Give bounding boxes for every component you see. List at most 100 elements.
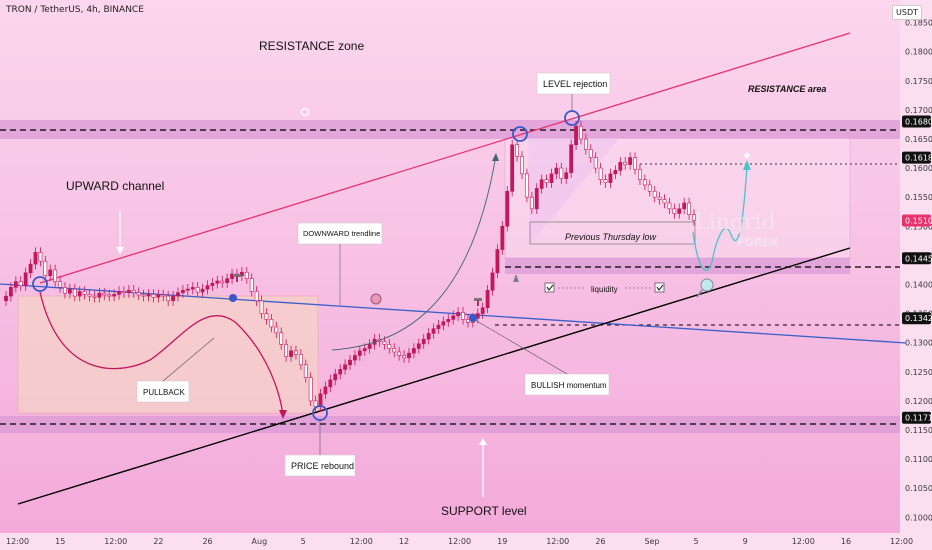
bullish-momentum-label: BULLISH momentum <box>531 381 607 390</box>
level-rejection-label: LEVEL rejection <box>543 79 607 89</box>
magnifier-handle <box>696 289 703 298</box>
price-badge-0 <box>902 115 931 128</box>
price-tick-12: 0.1250 <box>905 368 932 377</box>
candle-body-23 <box>117 291 121 295</box>
candle-body-53 <box>264 313 269 320</box>
candle-body-10 <box>53 269 58 282</box>
liquidity-band <box>505 258 850 274</box>
candle-body-7 <box>38 252 43 262</box>
star-icon <box>744 152 750 159</box>
candle-body-123 <box>608 173 613 183</box>
candle-body-44 <box>220 280 225 284</box>
price-badge-4 <box>902 312 931 325</box>
candle-body-59 <box>294 350 298 355</box>
magnifier-icon <box>700 278 714 292</box>
candle-body-106 <box>525 173 529 198</box>
candle-body-41 <box>205 285 210 290</box>
time-tick-16: 12:00 <box>792 537 815 546</box>
previous-thursday-low-label: Previous Thursday low <box>565 232 657 242</box>
candle-body-87 <box>431 328 436 334</box>
time-tick-2: 12:00 <box>104 537 127 546</box>
candle-body-117 <box>579 125 583 140</box>
candle-body-138 <box>682 202 687 210</box>
watermark-logo-line1: Lingrid <box>694 210 776 235</box>
candle-body-90 <box>446 319 451 323</box>
candle-body-139 <box>687 202 691 215</box>
candle-body-63 <box>313 400 318 407</box>
upward-channel-label: UPWARD channel <box>66 179 164 193</box>
price-badges: 0.1680 0.1618 0.1510 0.1445 0.1342 0.1171 <box>902 115 932 424</box>
candle-body-14 <box>72 288 77 297</box>
candle-body-35 <box>176 292 180 297</box>
candle-body-112 <box>554 167 559 175</box>
candle-body-60 <box>298 354 303 366</box>
downtrend-touch-dot-1 <box>229 294 237 302</box>
candle-body-115 <box>569 144 574 174</box>
candle-body-78 <box>387 344 392 349</box>
candle-body-89 <box>441 321 446 326</box>
candle-body-101 <box>500 225 505 250</box>
impulse-curve <box>331 154 497 351</box>
price-tick-0: 0.1850 <box>905 19 932 28</box>
time-tick-11: 12:00 <box>546 537 569 546</box>
price-tick-5: 0.1600 <box>905 164 932 173</box>
candle-body-36 <box>181 289 185 293</box>
check-right-icon <box>656 284 664 292</box>
candle-body-54 <box>269 319 274 328</box>
candle-body-2 <box>13 281 18 288</box>
time-tick-18: 12:00 <box>890 537 913 546</box>
candle-body-91 <box>451 315 456 320</box>
candle-body-67 <box>333 373 338 381</box>
candle-body-113 <box>559 167 564 179</box>
candle-body-110 <box>544 179 549 183</box>
currency-button[interactable]: USDT <box>892 5 922 20</box>
price-tick-13: 0.1200 <box>905 397 932 406</box>
candle-body-6 <box>33 252 38 265</box>
price-rebound-box <box>284 454 356 477</box>
candle-body-136 <box>672 208 677 214</box>
candle-body-43 <box>215 280 220 284</box>
time-tick-10: 19 <box>497 537 507 546</box>
candle-body-39 <box>195 287 200 293</box>
candle-body-27 <box>136 292 141 296</box>
time-tick-12: 26 <box>595 537 605 546</box>
price-badge-2 <box>902 214 931 227</box>
candle-body-137 <box>677 208 682 214</box>
candle-body-93 <box>461 312 465 320</box>
price-axis[interactable]: 0.1850 0.1800 0.1750 0.1700 0.1650 0.1600 0.15… <box>905 19 932 523</box>
candle-body-16 <box>82 291 87 295</box>
price-badge-label-3: 0.1445 <box>905 254 932 263</box>
swing-low-marker <box>32 276 48 292</box>
candle-body-104 <box>515 144 519 157</box>
candle-body-48 <box>239 271 244 277</box>
candle-body-127 <box>628 157 633 165</box>
downward-trendline-label: DOWNWARD trendline <box>303 229 380 238</box>
candle-body-121 <box>598 167 603 180</box>
candle-body-45 <box>225 278 230 284</box>
candle-body-21 <box>107 294 112 297</box>
candle-body-85 <box>421 338 426 345</box>
time-axis[interactable]: 12:00 15 12:00 22 26 Aug 5 12:00 12 12:00 19 12:00 2… <box>6 537 913 546</box>
time-axis-panel <box>0 533 900 550</box>
check-left-icon <box>546 284 554 292</box>
candle-body-37 <box>185 288 190 291</box>
candle-body-72 <box>357 350 362 356</box>
pullback-curve <box>39 291 284 416</box>
candle-body-18 <box>92 295 97 298</box>
candle-body-3 <box>18 281 23 286</box>
candle-body-125 <box>618 161 623 171</box>
candle-body-33 <box>166 295 171 302</box>
level-lines <box>0 129 900 425</box>
candle-body-11 <box>58 281 62 288</box>
candle-body-102 <box>505 191 510 227</box>
candle-body-13 <box>67 288 72 294</box>
time-tick-0: 12:00 <box>6 537 29 546</box>
candle-body-8 <box>43 260 48 277</box>
price-tick-4: 0.1650 <box>905 135 932 144</box>
candle-body-29 <box>146 294 151 297</box>
candle-body-28 <box>141 294 146 297</box>
candle-body-114 <box>564 172 569 179</box>
snail-icon <box>370 293 382 305</box>
upward-channel-arrow-head <box>116 247 124 254</box>
level-touch-marker <box>512 126 528 142</box>
